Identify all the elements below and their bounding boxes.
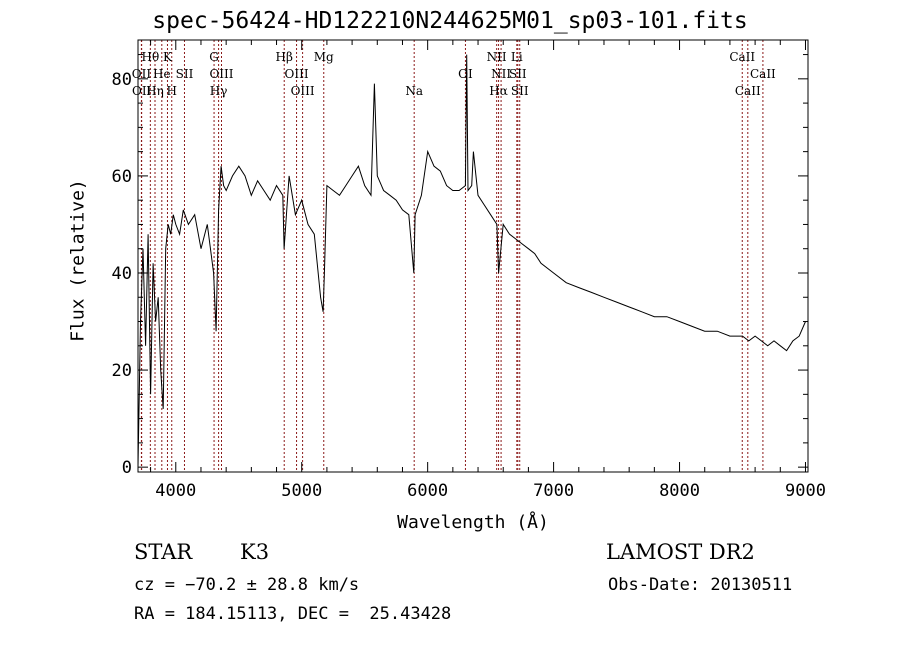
- x-tick-label: 6000: [407, 481, 448, 501]
- spectral-line-label: SII: [511, 84, 529, 98]
- x-tick-label: 4000: [155, 481, 196, 501]
- spectral-line-label: H: [167, 84, 177, 98]
- x-axis-ticks: 4000 5000 6000 7000 8000 9000: [150, 40, 826, 501]
- y-tick-label: 40: [112, 264, 132, 284]
- spectral-line-label: Hα: [489, 84, 508, 98]
- y-tick-label: 0: [122, 458, 132, 478]
- spectral-line-label: G: [209, 50, 219, 64]
- spectral-line-markers: [140, 40, 764, 472]
- y-axis-label: Flux (relative): [67, 179, 89, 342]
- spectral-line-label: SII: [509, 67, 527, 81]
- spectral-line-label: NII: [491, 67, 511, 81]
- redshift-cz: cz = −70.2 ± 28.8 km/s: [134, 575, 360, 595]
- spectral-line-label: Hθ: [141, 50, 159, 64]
- ra-dec-coordinates: RA = 184.15113, DEC = 25.43428: [134, 604, 452, 624]
- object-class: STAR: [134, 540, 193, 564]
- spectral-line-label: NII: [487, 50, 507, 64]
- spectral-line-label: Hγ: [210, 84, 228, 98]
- spectral-line-label: OIII: [209, 67, 233, 81]
- x-axis-label: Wavelength (Å): [397, 512, 549, 533]
- spectral-line-label: Mg: [314, 50, 334, 64]
- x-tick-label: 7000: [533, 481, 574, 501]
- survey-name: LAMOST DR2: [606, 540, 755, 564]
- spectral-line-label: OIII: [291, 84, 315, 98]
- plot-frame: [137, 39, 809, 473]
- x-tick-label: 9000: [785, 481, 826, 501]
- spectral-line-label: CaII: [735, 84, 761, 98]
- spectrum-line: [137, 54, 806, 468]
- y-tick-label: 80: [112, 70, 132, 90]
- spectral-line-label: Hβ: [276, 50, 293, 64]
- spectral-line-label: Li: [511, 50, 523, 64]
- spectral-line-label: CaII: [750, 67, 776, 81]
- spectral-line-label: He: [153, 67, 171, 81]
- y-tick-label: 60: [112, 167, 132, 187]
- spectral-line-label: OII: [132, 84, 152, 98]
- spectral-line-label: Hη: [146, 84, 164, 98]
- spectral-line-label: OI: [458, 67, 473, 81]
- spectral-line-label: Na: [405, 84, 423, 98]
- observation-date: Obs-Date: 20130511: [608, 575, 793, 595]
- object-subclass: K3: [240, 540, 270, 564]
- x-tick-label: 8000: [659, 481, 700, 501]
- chart-title: spec-56424-HD122210N244625M01_sp03-101.f…: [152, 8, 748, 34]
- y-axis-ticks: 0 20 40 60 80: [112, 54, 808, 478]
- y-tick-label: 20: [112, 361, 132, 381]
- spectral-line-label: SII: [176, 67, 194, 81]
- spectral-line-label: K: [163, 50, 173, 64]
- spectral-line-label: CaII: [729, 50, 755, 64]
- spectral-line-label: OII: [132, 67, 152, 81]
- x-tick-label: 5000: [281, 481, 322, 501]
- spectral-line-label: OIII: [285, 67, 309, 81]
